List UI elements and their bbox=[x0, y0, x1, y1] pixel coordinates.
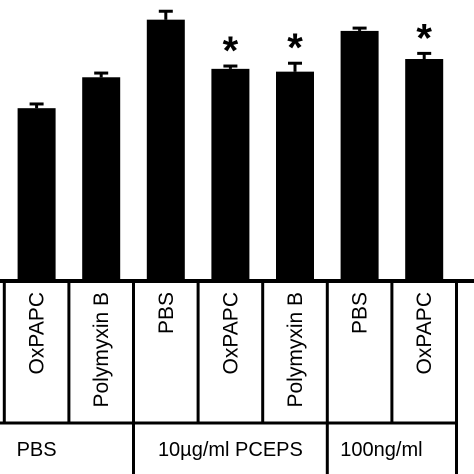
bar-4 bbox=[211, 68, 250, 281]
group-label-2: 100ng/ml bbox=[340, 439, 422, 461]
tick-label-3: PBS bbox=[155, 292, 178, 334]
significance-star-7: * bbox=[416, 16, 432, 60]
tick-label-6: PBS bbox=[349, 292, 372, 334]
bars: * * * bbox=[17, 9, 444, 282]
bar-7 bbox=[405, 59, 444, 282]
bar-2 bbox=[82, 77, 121, 282]
group-label-1: 10µg/ml PCEPS bbox=[158, 439, 303, 461]
significance-star-4: * bbox=[223, 29, 239, 73]
tick-label-7: OxPAPC bbox=[413, 292, 436, 374]
category-ticks: PBS OxPAPC Polymyxin B PBS OxPAPC Polymyxin B… bbox=[26, 292, 437, 408]
bar-1 bbox=[17, 108, 56, 281]
tick-label-1: OxPAPC bbox=[26, 292, 49, 374]
group-brackets: PBS 10µg/ml PCEPS 100ng/ml bbox=[0, 281, 458, 474]
tick-label-5: Polymyxin B bbox=[284, 292, 307, 408]
bar-5 bbox=[276, 71, 314, 281]
bar-6 bbox=[340, 30, 379, 281]
significance-star-5: * bbox=[287, 26, 303, 70]
tick-label-4: OxPAPC bbox=[219, 292, 242, 374]
group-label-0: PBS bbox=[17, 439, 57, 461]
tick-label-2: Polymyxin B bbox=[90, 292, 113, 408]
bar-3 bbox=[146, 19, 185, 281]
